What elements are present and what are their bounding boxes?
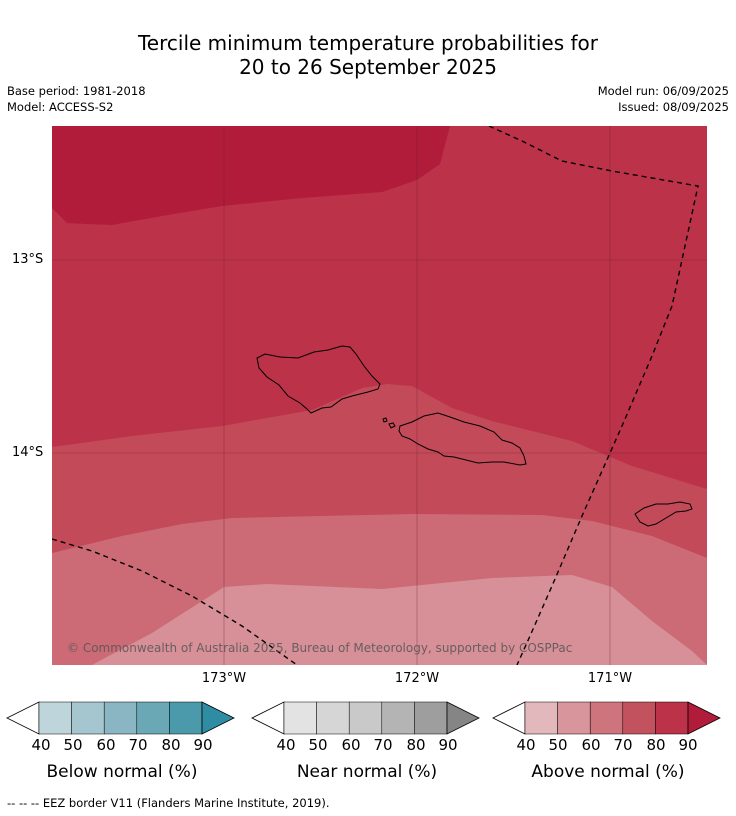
colorbar-under-triangle — [251, 701, 285, 735]
cbar-tick: 90 — [678, 736, 698, 754]
colorbar-segment — [381, 701, 415, 735]
colorbar-under-triangle — [492, 701, 526, 735]
model-name: Model: ACCESS-S2 — [7, 100, 114, 114]
cbar-tick: 40 — [276, 736, 296, 754]
above-normal-label: Above normal (%) — [531, 762, 685, 782]
lon-label-172w: 172°W — [394, 671, 440, 686]
cbar-tick: 60 — [96, 736, 116, 754]
copyright-notice: © Commonwealth of Australia 2025, Bureau… — [67, 641, 573, 655]
cbar-tick: 60 — [581, 736, 601, 754]
cbar-tick: 70 — [373, 736, 393, 754]
model-run: Model run: 06/09/2025 — [597, 84, 729, 98]
colorbar-segment — [589, 701, 624, 735]
cbar-tick: 70 — [128, 736, 148, 754]
colorbar-under-triangle — [6, 701, 40, 735]
colorbar-segment — [622, 701, 656, 735]
colorbar-segment — [71, 701, 105, 735]
colorbar-segment — [414, 701, 448, 735]
cbar-tick: 70 — [613, 736, 633, 754]
cbar-tick: 80 — [646, 736, 666, 754]
above-normal-colorbar — [492, 701, 721, 735]
near-normal-label: Near normal (%) — [296, 762, 438, 782]
colorbar-segment — [655, 701, 689, 735]
colorbar-segment — [348, 701, 383, 735]
colorbar-over-triangle — [687, 701, 721, 735]
colorbar-over-triangle — [201, 701, 235, 735]
colorbar-over-triangle — [446, 701, 480, 735]
base-period: Base period: 1981-2018 — [7, 84, 146, 98]
map-title-line-2: 20 to 26 September 2025 — [239, 55, 497, 79]
near-normal-colorbar — [251, 701, 480, 735]
colorbar-segment — [316, 701, 350, 735]
cbar-tick: 60 — [341, 736, 361, 754]
graticule — [52, 126, 707, 665]
cbar-tick: 90 — [438, 736, 458, 754]
eez-border — [52, 126, 699, 665]
colorbar-segment — [169, 701, 203, 735]
cbar-tick: 80 — [161, 736, 181, 754]
below-normal-label: Below normal (%) — [46, 762, 198, 782]
band-above-50 — [92, 575, 707, 665]
colorbar-segment — [103, 701, 138, 735]
colorbar-segment — [557, 701, 591, 735]
lat-label-13s: 13°S — [12, 252, 44, 267]
below-normal-colorbar — [6, 701, 235, 735]
manono-islet — [388, 422, 396, 429]
upolu-island — [398, 412, 527, 466]
meta-left: Base period: 1981-2018 Model: ACCESS-S2 — [7, 83, 146, 115]
tutuila-island — [634, 501, 693, 527]
band-above-90 — [52, 126, 450, 225]
probability-map — [52, 126, 707, 665]
eez-footnote: -- -- -- EEZ border V11 (Flanders Marine… — [7, 796, 330, 810]
apolima-islet — [382, 417, 388, 423]
colorbar-segment — [283, 701, 317, 735]
lon-label-171w: 171°W — [587, 671, 633, 686]
cbar-tick: 40 — [31, 736, 51, 754]
cbar-tick: 40 — [516, 736, 536, 754]
cbar-tick: 80 — [406, 736, 426, 754]
lon-label-173w: 173°W — [201, 671, 247, 686]
cbar-tick: 50 — [308, 736, 328, 754]
colorbar-segment — [38, 701, 72, 735]
meta-right: Model run: 06/09/2025 Issued: 08/09/2025 — [598, 83, 729, 115]
savaii-island — [256, 345, 381, 414]
cbar-tick: 50 — [548, 736, 568, 754]
map-title-line-1: Tercile minimum temperature probabilitie… — [137, 31, 599, 55]
colorbar-segment — [524, 701, 558, 735]
lat-label-14s: 14°S — [12, 445, 44, 460]
colorbar-segment — [136, 701, 170, 735]
cbar-tick: 90 — [193, 736, 213, 754]
cbar-tick: 50 — [63, 736, 83, 754]
issued-date: Issued: 08/09/2025 — [618, 100, 729, 114]
